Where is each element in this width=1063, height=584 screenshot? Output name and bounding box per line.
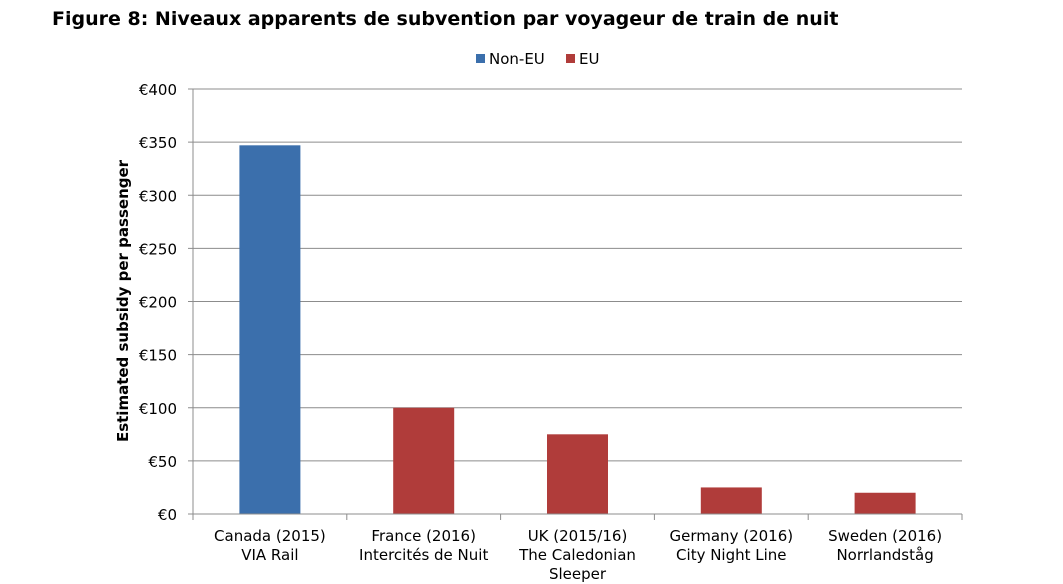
y-tick-label: €400	[139, 81, 177, 99]
x-tick-label: Sweden (2016) Norrlandståg	[828, 527, 942, 564]
x-tick-label: Germany (2016) City Night Line	[670, 527, 794, 564]
legend-swatch	[566, 54, 575, 63]
legend-label: EU	[579, 50, 599, 68]
bar	[547, 434, 608, 514]
legend-label: Non-EU	[489, 50, 545, 68]
y-axis-ticks: €0 €50 €100 €150 €200 €250 €300 €350 €400	[139, 81, 193, 524]
bar	[854, 492, 916, 514]
y-tick-label: €350	[139, 134, 177, 152]
chart-title: Figure 8: Niveaux apparents de subventio…	[52, 8, 839, 30]
y-tick-label: €100	[139, 400, 177, 418]
bar	[393, 407, 455, 514]
bar	[700, 487, 762, 514]
bar	[239, 145, 301, 514]
legend: Non-EU EU	[476, 50, 599, 68]
bars	[239, 145, 916, 514]
y-tick-label: €300	[139, 187, 177, 205]
y-axis-label: Estimated subsidy per passenger	[114, 159, 132, 442]
x-tick-label: Canada (2015) VIA Rail	[214, 527, 326, 564]
y-tick-label: €50	[148, 453, 177, 471]
y-tick-label: €0	[158, 506, 177, 524]
y-tick-label: €150	[139, 347, 177, 365]
legend-swatch	[476, 54, 485, 63]
x-axis-labels: Canada (2015) VIA Rail France (2016) Interc…	[214, 527, 942, 583]
y-tick-label: €200	[139, 294, 177, 312]
x-tick-label: UK (2015/16) The Caledonian Sleeper	[518, 527, 636, 583]
axes	[192, 89, 963, 520]
x-tick-label: France (2016) Intercités de Nuit	[359, 527, 488, 564]
gridlines	[193, 88, 962, 462]
y-tick-label: €250	[139, 240, 177, 258]
